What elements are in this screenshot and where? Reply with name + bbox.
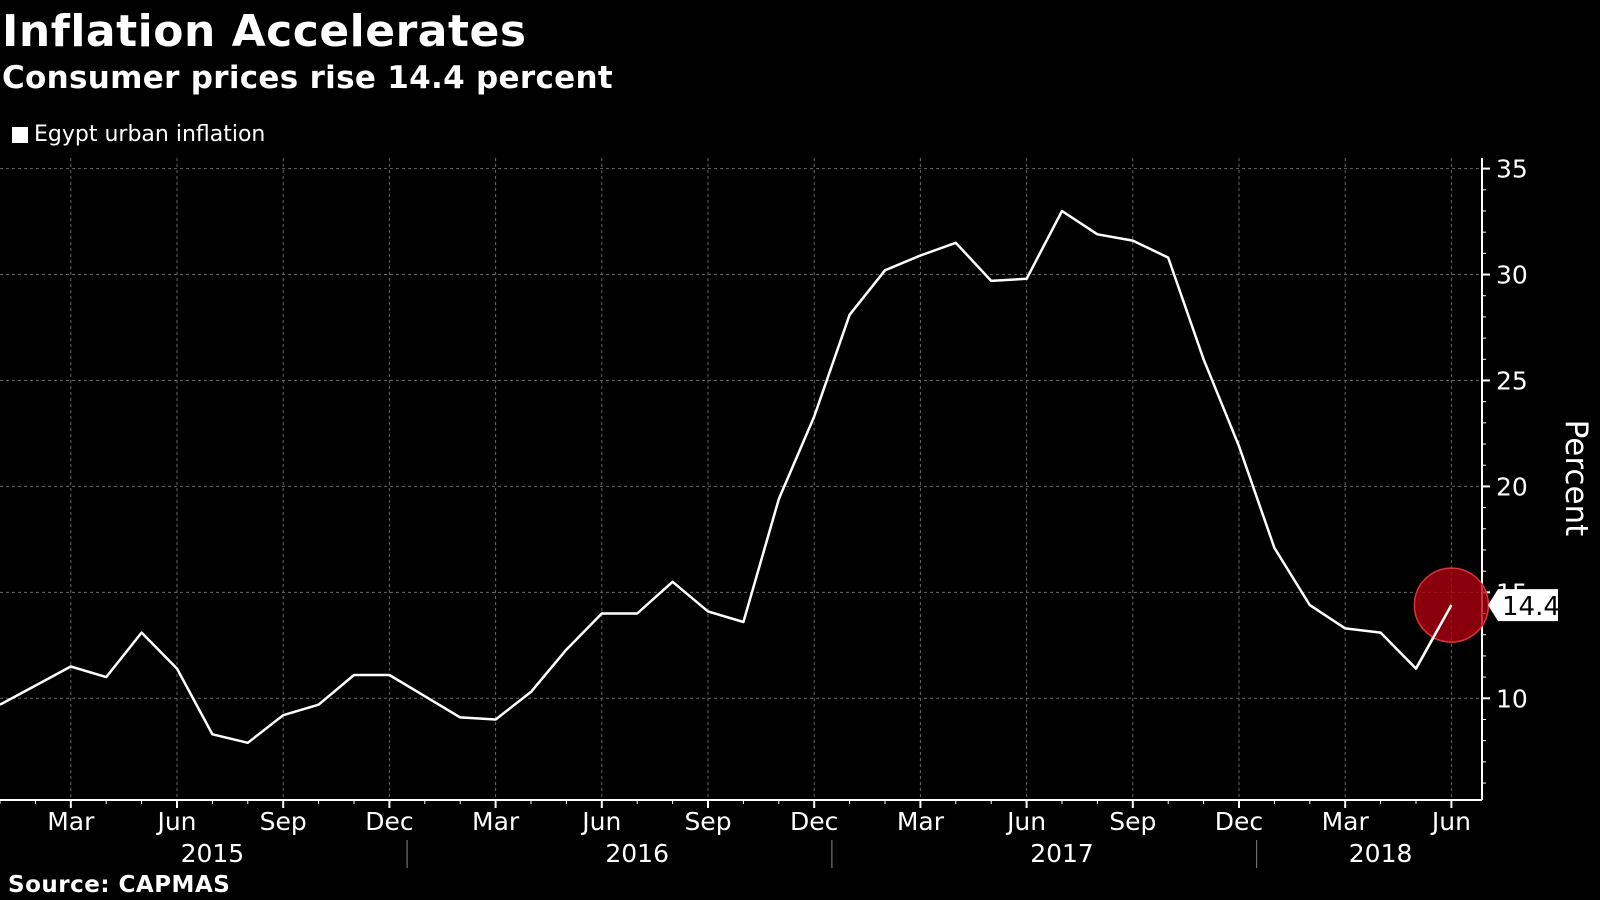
y-tick-label: 20 (1496, 472, 1528, 501)
x-tick-label: Sep (684, 807, 731, 836)
chart-title: Inflation Accelerates (2, 6, 527, 57)
x-tick-label: Jun (1430, 807, 1471, 836)
value-tag (1488, 589, 1558, 622)
legend-swatch (12, 126, 28, 143)
x-tick-label: Sep (1109, 807, 1156, 836)
annotation-layer: 14.4 (1413, 567, 1560, 670)
x-tick-label: Jun (1005, 807, 1046, 836)
x-tick-label: Mar (472, 807, 520, 836)
value-tag-label: 14.4 (1502, 592, 1560, 622)
y-tick-label: 10 (1496, 684, 1528, 713)
x-year-label: 2016 (605, 839, 669, 868)
x-tick-label: Dec (1215, 807, 1263, 836)
source-note: Source: CAPMAS (8, 872, 231, 898)
y-axis-label: Percent (1558, 420, 1594, 537)
y-tick-label: 30 (1496, 261, 1528, 290)
x-tick-label: Mar (47, 807, 95, 836)
x-tick-label: Sep (260, 807, 307, 836)
y-tick-label: 35 (1496, 155, 1528, 184)
axes (0, 158, 1483, 801)
x-tick-label: Jun (155, 807, 196, 836)
chart-subtitle: Consumer prices rise 14.4 percent (2, 60, 613, 96)
x-year-label: 2015 (181, 839, 245, 868)
legend-label: Egypt urban inflation (34, 122, 266, 147)
series-line (0, 209, 1453, 745)
x-axis-ticks: Mar Jun Sep Dec Mar Jun Sep Dec Mar Jun Sep Dec Mar J… (0, 800, 1471, 868)
legend: Egypt urban inflation (12, 122, 265, 147)
y-axis-ticks: 101520253035 (1482, 155, 1528, 784)
series-line-end (1414, 604, 1453, 670)
x-year-label: 2017 (1030, 839, 1094, 868)
x-tick-label: Jun (580, 807, 621, 836)
x-tick-label: Mar (897, 807, 945, 836)
horizontal-gridlines (0, 168, 1482, 699)
x-tick-label: Dec (365, 807, 413, 836)
x-year-label: 2018 (1349, 839, 1413, 868)
x-tick-label: Dec (790, 807, 838, 836)
series-layer (0, 209, 1453, 745)
x-tick-label: Mar (1322, 807, 1370, 836)
y-tick-label: 25 (1496, 366, 1528, 395)
vertical-gridlines (70, 158, 1452, 800)
